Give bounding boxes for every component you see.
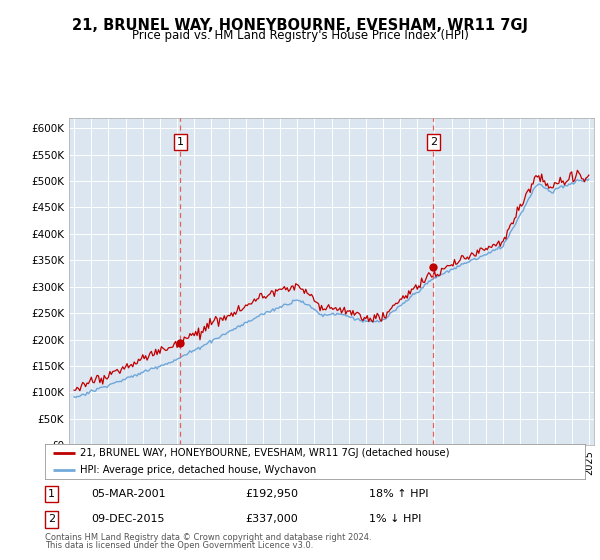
Text: 21, BRUNEL WAY, HONEYBOURNE, EVESHAM, WR11 7GJ: 21, BRUNEL WAY, HONEYBOURNE, EVESHAM, WR… (72, 18, 528, 33)
Text: 21, BRUNEL WAY, HONEYBOURNE, EVESHAM, WR11 7GJ (detached house): 21, BRUNEL WAY, HONEYBOURNE, EVESHAM, WR… (80, 448, 449, 458)
Text: 1% ↓ HPI: 1% ↓ HPI (369, 515, 421, 524)
Text: This data is licensed under the Open Government Licence v3.0.: This data is licensed under the Open Gov… (45, 541, 313, 550)
Text: 18% ↑ HPI: 18% ↑ HPI (369, 489, 428, 498)
Text: £192,950: £192,950 (245, 489, 298, 498)
Text: Contains HM Land Registry data © Crown copyright and database right 2024.: Contains HM Land Registry data © Crown c… (45, 533, 371, 542)
Text: 1: 1 (48, 489, 55, 498)
Text: 2: 2 (430, 137, 437, 147)
Text: HPI: Average price, detached house, Wychavon: HPI: Average price, detached house, Wych… (80, 465, 316, 475)
Text: 09-DEC-2015: 09-DEC-2015 (91, 515, 164, 524)
Text: 2: 2 (48, 515, 55, 524)
Text: 05-MAR-2001: 05-MAR-2001 (91, 489, 166, 498)
Text: £337,000: £337,000 (245, 515, 298, 524)
Text: 1: 1 (176, 137, 184, 147)
Text: Price paid vs. HM Land Registry's House Price Index (HPI): Price paid vs. HM Land Registry's House … (131, 29, 469, 42)
